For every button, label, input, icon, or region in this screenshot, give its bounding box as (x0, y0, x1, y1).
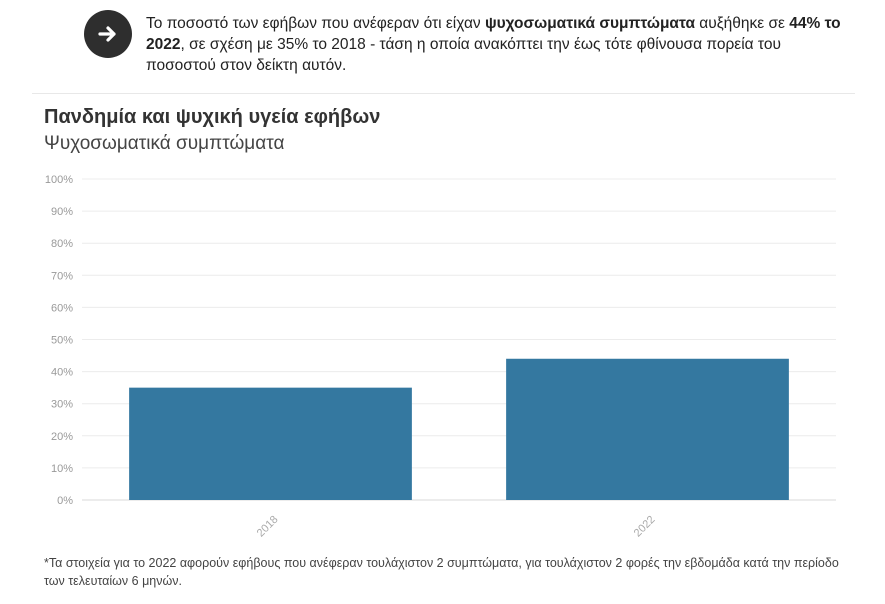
callout-text-1: Το ποσοστό των εφήβων που ανέφεραν ότι ε… (146, 15, 485, 32)
bar-chart: 0% 10% 20% 30% 40% 50% 60% 70% 80% 90% 100% 2018 202… (45, 174, 836, 540)
y-tick-label: 90% (51, 206, 73, 218)
bar (129, 387, 412, 500)
y-tick-label: 40% (51, 367, 73, 379)
y-tick-label: 20% (51, 431, 73, 443)
y-tick-label: 100% (45, 174, 73, 186)
y-tick-label: 70% (51, 270, 73, 282)
bar (506, 358, 789, 500)
arrow-right-icon (84, 10, 132, 58)
y-tick-label: 60% (51, 302, 73, 314)
y-tick-label: 0% (57, 495, 73, 507)
callout-bold-1: ψυχοσωματικά συμπτώματα (484, 15, 695, 32)
y-tick-label: 50% (51, 335, 73, 347)
y-tick-label: 80% (51, 238, 73, 250)
chart-subtitle: Ψυχοσωματικά συμπτώματα (44, 133, 285, 154)
footnote: *Τα στοιχεία για το 2022 αφορούν εφήβους… (44, 556, 839, 588)
y-tick-label: 10% (51, 463, 73, 475)
x-tick-label: 2022 (632, 514, 658, 540)
callout-text: Το ποσοστό των εφήβων που ανέφεραν ότι ε… (146, 13, 846, 76)
chart-title: Πανδημία και ψυχική υγεία εφήβων (44, 106, 381, 128)
y-tick-label: 30% (51, 399, 73, 411)
callout-text-2: αυξήθηκε σε (694, 15, 790, 32)
callout-text-3: , σε σχέση με 35% το 2018 - τάση η οποία… (146, 36, 781, 74)
x-tick-label: 2018 (255, 514, 281, 540)
callout-bold-2: 44% το 2022 (146, 15, 841, 53)
divider (32, 93, 855, 94)
